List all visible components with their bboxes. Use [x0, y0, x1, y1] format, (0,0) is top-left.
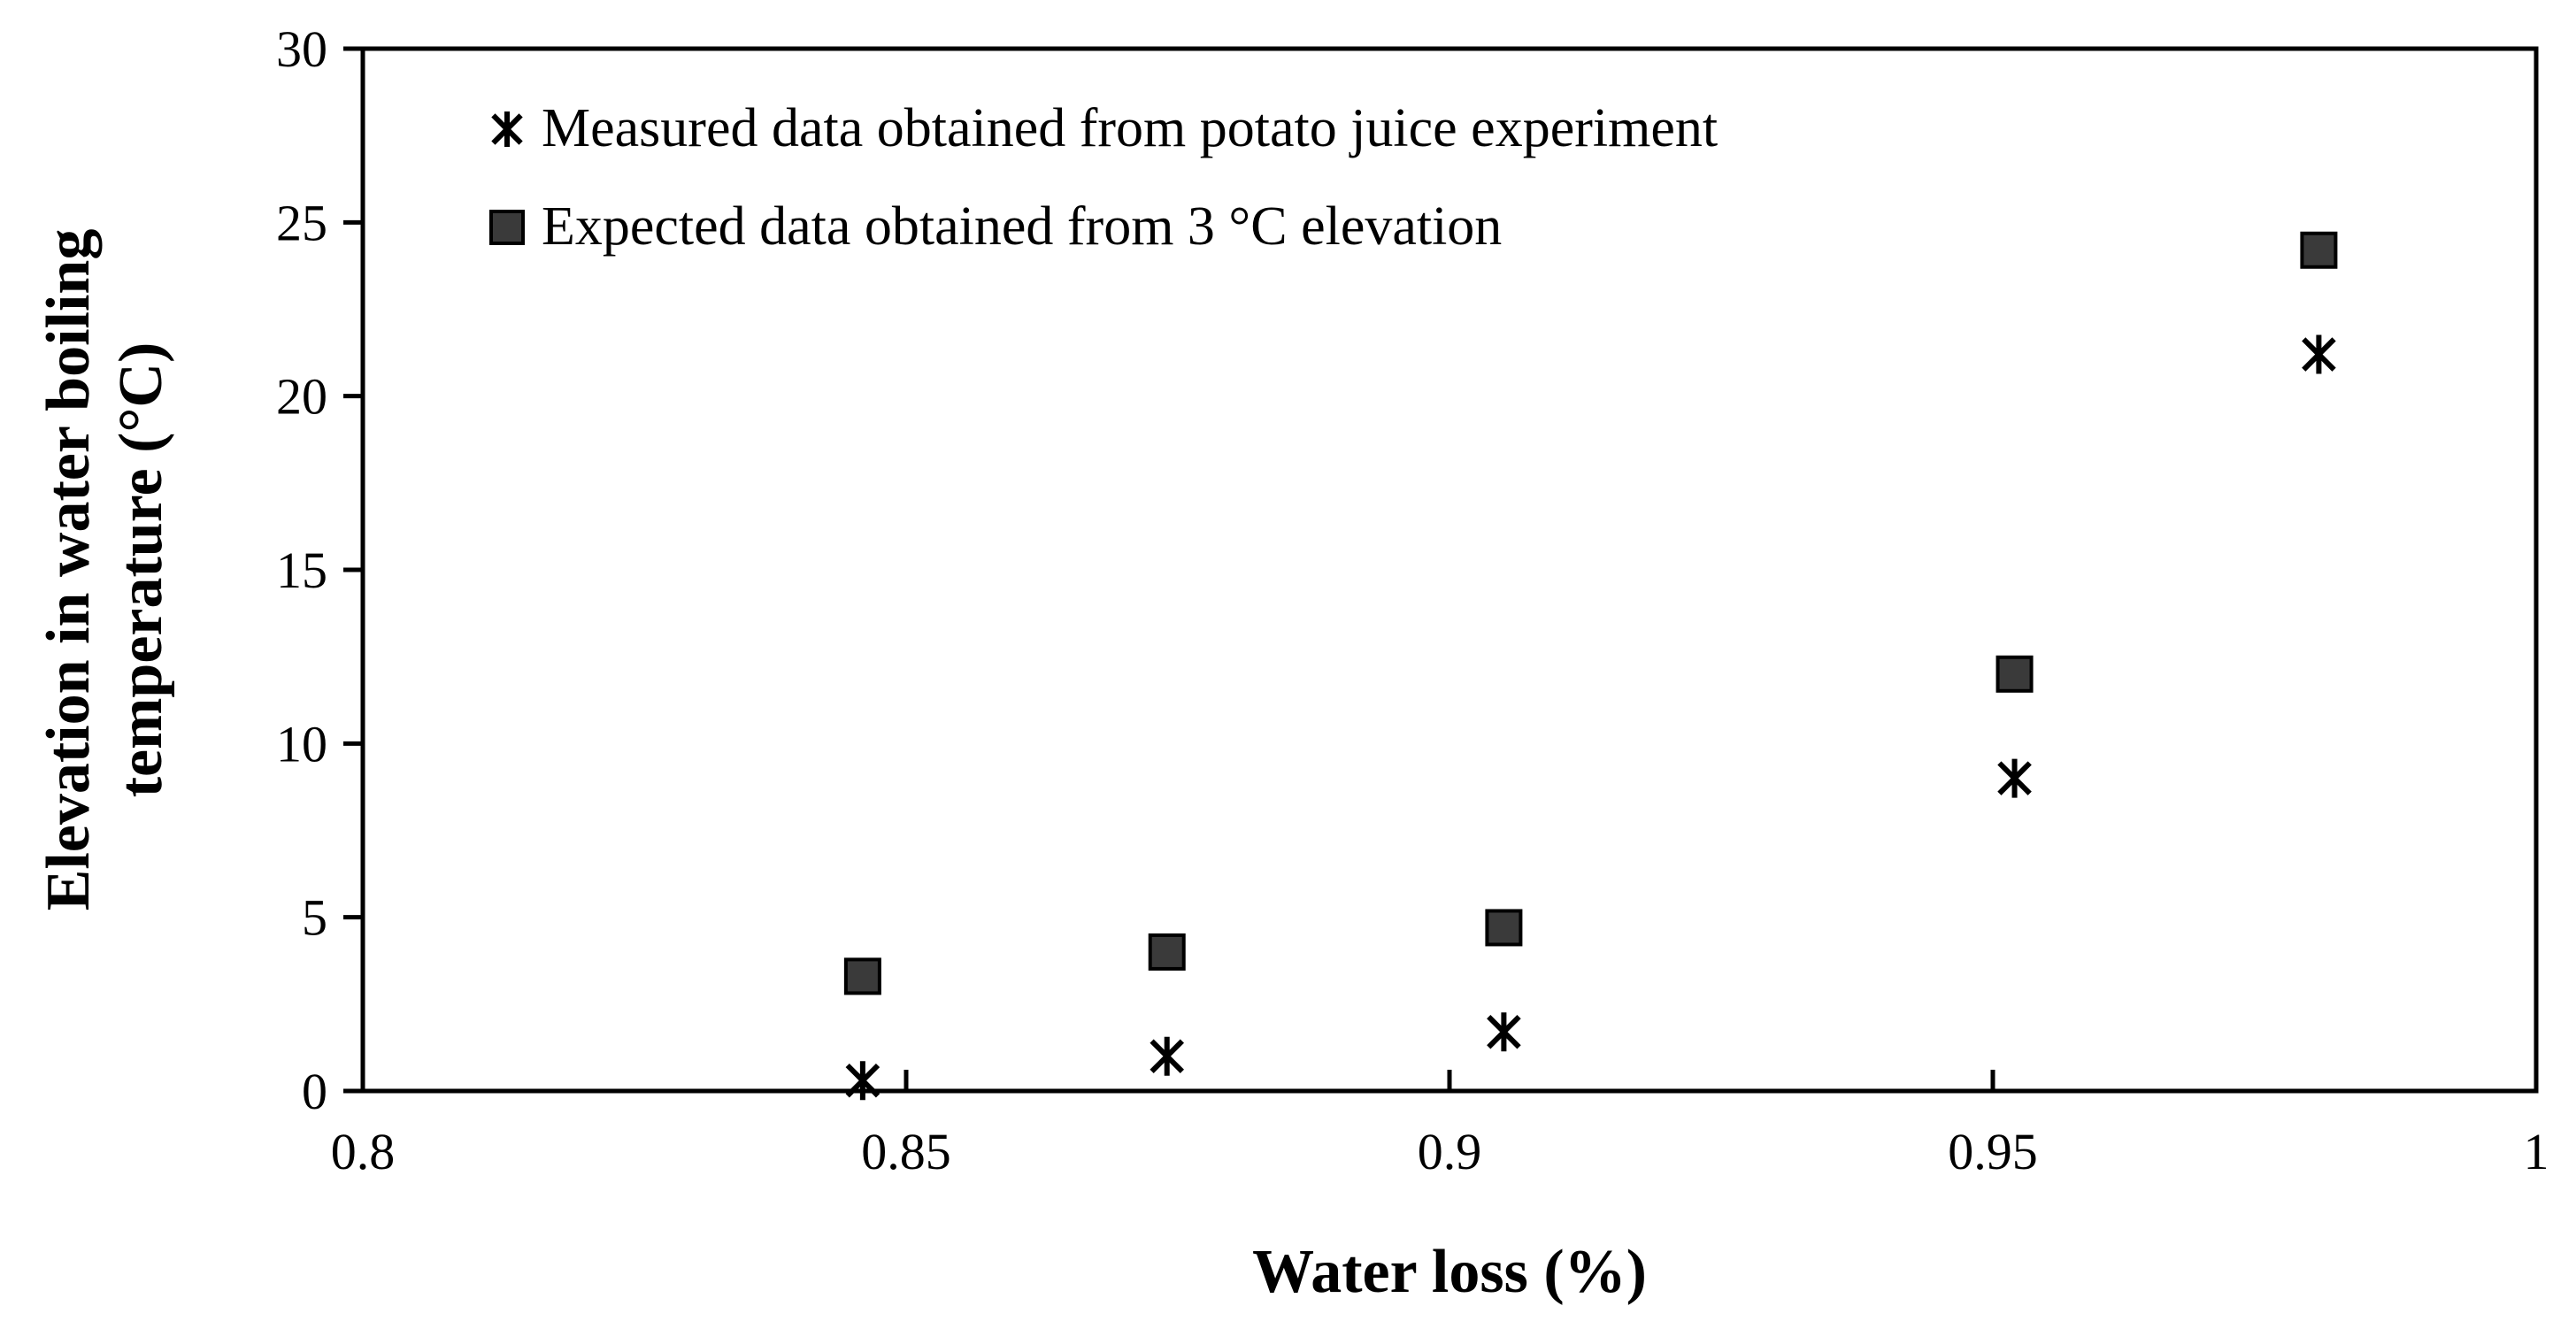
y-tick-label: 25	[276, 194, 327, 251]
legend-label-measured: Measured data obtained from potato juice…	[542, 98, 1718, 158]
y-tick-label: 30	[276, 20, 327, 78]
measured-data-point	[2302, 334, 2336, 374]
y-tick-label: 10	[276, 715, 327, 772]
x-tick-label: 0.95	[1948, 1123, 2038, 1180]
x-axis-title: Water loss (%)	[1252, 1238, 1647, 1306]
y-axis-title-line-2: temperature (°C)	[107, 342, 175, 798]
legend-marker-expected	[489, 210, 525, 245]
y-tick-label: 0	[302, 1063, 327, 1120]
y-tick-label: 15	[276, 542, 327, 599]
legend-marker-measured	[491, 111, 523, 147]
expected-data-point	[1148, 933, 1186, 971]
x-tick-label: 1	[2524, 1123, 2549, 1180]
legend-label-expected: Expected data obtained from 3 °C elevati…	[542, 196, 1502, 257]
y-tick-label: 5	[302, 889, 327, 947]
x-tick-label: 0.85	[861, 1123, 951, 1180]
asterisk-marker-icon	[491, 111, 523, 147]
expected-data-point	[2300, 231, 2338, 269]
y-axis-title-line-1: Elevation in water boiling	[35, 229, 103, 911]
measured-data-point	[1150, 1036, 1185, 1076]
expected-data-point	[1485, 909, 1523, 947]
expected-data-point	[843, 957, 881, 995]
expected-data-point	[1995, 655, 2034, 693]
measured-data-point	[1997, 758, 2032, 798]
x-tick-label: 0.8	[331, 1123, 396, 1180]
x-axis-ticks: 0.8 0.85 0.9 0.95 1	[331, 1070, 2549, 1180]
square-marker-icon	[489, 210, 525, 245]
measured-data-point	[845, 1061, 880, 1101]
plot-area	[360, 46, 2539, 1094]
x-tick-label: 0.9	[1418, 1123, 1482, 1180]
measured-data-point	[1487, 1012, 1521, 1052]
data-points	[843, 231, 2338, 1101]
legend: Measured data obtained from potato juice…	[489, 98, 1718, 257]
y-axis-ticks: 0 5 10 15 20 25 30	[276, 20, 363, 1120]
y-tick-label: 20	[276, 368, 327, 426]
